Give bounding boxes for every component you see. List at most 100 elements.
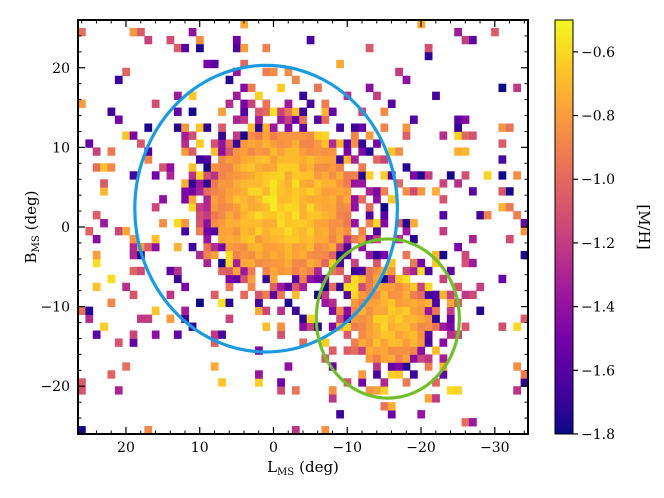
heatmap-bin bbox=[240, 203, 249, 212]
heatmap-bin bbox=[343, 179, 352, 188]
heatmap-bin bbox=[439, 354, 448, 363]
heatmap-bin bbox=[255, 258, 263, 268]
heatmap-bin bbox=[314, 147, 322, 156]
heatmap-bin bbox=[409, 115, 418, 124]
heatmap-bin bbox=[350, 290, 359, 300]
heatmap-bin bbox=[262, 203, 271, 212]
heatmap-bin bbox=[210, 211, 219, 220]
x-tick-label: −30 bbox=[480, 440, 510, 456]
heatmap-bin bbox=[240, 242, 249, 252]
heatmap-bin bbox=[417, 330, 426, 339]
heatmap-bin bbox=[137, 27, 145, 37]
heatmap-bin bbox=[387, 282, 396, 292]
heatmap-bin bbox=[402, 290, 411, 300]
heatmap-bin bbox=[350, 314, 359, 323]
heatmap-bin bbox=[328, 282, 337, 292]
heatmap-bin bbox=[225, 139, 234, 148]
heatmap-bin bbox=[387, 314, 396, 323]
heatmap-bin bbox=[255, 378, 263, 387]
heatmap-bin bbox=[269, 227, 278, 236]
heatmap-bin bbox=[343, 250, 352, 260]
heatmap-bin bbox=[424, 362, 433, 371]
heatmap-bin bbox=[476, 282, 485, 292]
heatmap-bin bbox=[284, 155, 293, 164]
heatmap-bin bbox=[203, 195, 212, 204]
heatmap-bin bbox=[232, 234, 241, 244]
heatmap-bin bbox=[240, 234, 249, 244]
heatmap-bin bbox=[343, 274, 352, 284]
heatmap-bin bbox=[173, 274, 182, 284]
heatmap-bin bbox=[218, 147, 226, 156]
heatmap-bin bbox=[203, 258, 212, 268]
heatmap-bin bbox=[358, 266, 367, 276]
heatmap-bin bbox=[262, 187, 271, 196]
heatmap-bin bbox=[277, 322, 285, 331]
heatmap-bin bbox=[380, 314, 389, 323]
heatmap-bin bbox=[328, 258, 337, 268]
heatmap-bin bbox=[299, 274, 308, 284]
heatmap-bin bbox=[350, 203, 359, 212]
heatmap-bin bbox=[350, 322, 359, 331]
heatmap-bin bbox=[306, 187, 315, 196]
heatmap-bin bbox=[277, 155, 285, 164]
heatmap-bin bbox=[395, 370, 403, 379]
heatmap-bin bbox=[417, 354, 426, 363]
heatmap-bin bbox=[262, 258, 271, 268]
heatmap-bin bbox=[284, 203, 293, 212]
heatmap-bin bbox=[380, 107, 389, 116]
heatmap-bin bbox=[284, 123, 293, 132]
heatmap-bin bbox=[498, 155, 507, 164]
heatmap-bin bbox=[498, 274, 507, 284]
heatmap-bin bbox=[240, 43, 249, 53]
heatmap-bin bbox=[387, 306, 396, 315]
heatmap-bin bbox=[321, 155, 330, 164]
heatmap-bin bbox=[402, 378, 411, 387]
heatmap-bin bbox=[365, 298, 374, 308]
heatmap-bin bbox=[321, 107, 330, 116]
heatmap-bin bbox=[232, 219, 241, 228]
heatmap-bin bbox=[395, 298, 403, 308]
heatmap-bin bbox=[262, 274, 271, 284]
heatmap-bin bbox=[373, 322, 381, 331]
heatmap-bin bbox=[181, 147, 190, 156]
heatmap-bin bbox=[314, 242, 322, 252]
heatmap-bin bbox=[196, 171, 204, 180]
heatmap-bin bbox=[225, 187, 234, 196]
heatmap-bin bbox=[262, 67, 271, 77]
heatmap-bin bbox=[225, 314, 234, 323]
heatmap-bin bbox=[328, 219, 337, 228]
heatmap-bin bbox=[505, 187, 514, 196]
heatmap-bin bbox=[336, 234, 344, 244]
heatmap-bin bbox=[291, 155, 300, 164]
heatmap-bin bbox=[513, 386, 522, 395]
heatmap-bin bbox=[262, 306, 271, 315]
heatmap-bin bbox=[350, 234, 359, 244]
heatmap-bin bbox=[365, 314, 374, 323]
heatmap-bin bbox=[255, 298, 263, 308]
heatmap-bin bbox=[417, 338, 426, 347]
heatmap-bin bbox=[328, 163, 337, 172]
heatmap-bin bbox=[277, 171, 285, 180]
heatmap-bin bbox=[151, 242, 160, 252]
heatmap-bin bbox=[277, 131, 285, 140]
heatmap-bin bbox=[402, 354, 411, 363]
heatmap-bin bbox=[299, 234, 308, 244]
heatmap-bin bbox=[402, 346, 411, 355]
heatmap-bin bbox=[358, 314, 367, 323]
heatmap-bin bbox=[328, 227, 337, 236]
heatmap-bin bbox=[232, 67, 241, 77]
heatmap-bin bbox=[306, 139, 315, 148]
heatmap-bin bbox=[269, 187, 278, 196]
heatmap-bin bbox=[107, 163, 116, 172]
heatmap-bin bbox=[424, 298, 433, 308]
heatmap-bin bbox=[247, 219, 256, 228]
heatmap-bin bbox=[321, 426, 330, 434]
heatmap-bin bbox=[218, 131, 226, 140]
heatmap-bin bbox=[321, 298, 330, 308]
heatmap-bin bbox=[299, 107, 308, 116]
heatmap-bin bbox=[365, 211, 374, 220]
heatmap-bin bbox=[188, 203, 197, 212]
heatmap-bin bbox=[225, 171, 234, 180]
heatmap-bin bbox=[387, 99, 396, 108]
heatmap-bin bbox=[350, 155, 359, 164]
